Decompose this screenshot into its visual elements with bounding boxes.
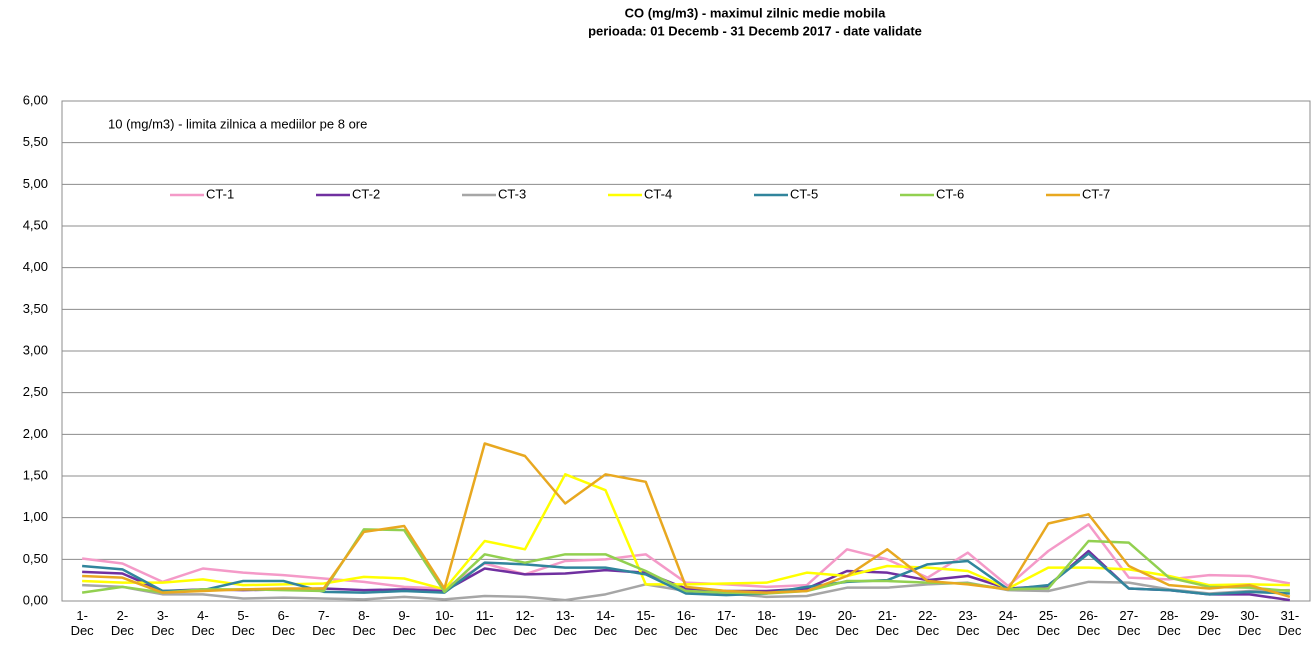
y-tick-label: 2,50: [23, 384, 48, 399]
x-tick-label: 23-Dec: [956, 608, 980, 638]
y-tick-label: 1,50: [23, 467, 48, 482]
series-line: [81, 523, 1291, 590]
y-tick-label: 0,50: [23, 551, 48, 566]
x-tick-label: 11-Dec: [473, 608, 497, 638]
legend-label: CT-3: [498, 186, 526, 201]
legend-label: CT-2: [352, 186, 380, 201]
series-line: [82, 442, 1291, 599]
y-tick-label: 3,00: [23, 342, 48, 357]
legend-label: CT-1: [206, 186, 234, 201]
annotation: 10 (mg/m3) - limita zilnica a mediilor p…: [108, 116, 367, 131]
x-tick-label: 8-Dec: [352, 608, 376, 638]
x-tick-label: 3-Dec: [151, 608, 175, 638]
x-tick-label: 12-Dec: [513, 608, 537, 638]
x-tick-label: 4-Dec: [191, 608, 215, 638]
chart-title: CO (mg/m3) - maximul zilnic medie mobila: [625, 5, 887, 20]
x-tick-label: 27-Dec: [1117, 608, 1141, 638]
legend-label: CT-4: [644, 186, 672, 201]
x-tick-label: 13-Dec: [553, 608, 577, 638]
y-tick-label: 3,50: [23, 301, 48, 316]
x-tick-label: 5-Dec: [231, 608, 255, 638]
y-tick-label: 5,50: [23, 134, 48, 149]
y-tick-label: 0,00: [23, 592, 48, 607]
legend-label: CT-6: [936, 186, 964, 201]
y-tick-label: 4,50: [23, 217, 48, 232]
y-tick-label: 6,00: [23, 92, 48, 107]
x-tick-label: 15-Dec: [634, 608, 658, 638]
x-tick-label: 16-Dec: [674, 608, 698, 638]
x-tick-label: 1-Dec: [70, 608, 94, 638]
x-tick-label: 28-Dec: [1157, 608, 1181, 638]
y-tick-label: 2,00: [23, 426, 48, 441]
x-tick-label: 26-Dec: [1077, 608, 1101, 638]
x-tick-label: 20-Dec: [835, 608, 859, 638]
x-tick-label: 18-Dec: [754, 608, 779, 638]
x-tick-label: 25-Dec: [1036, 608, 1060, 638]
x-tick-label: 19-Dec: [795, 608, 819, 638]
legend-label: CT-5: [790, 186, 818, 201]
y-tick-label: 4,00: [23, 259, 48, 274]
x-tick-label: 29-Dec: [1197, 608, 1221, 638]
x-tick-label: 31-Dec: [1278, 608, 1302, 638]
series-line: [82, 552, 1290, 597]
y-tick-label: 5,00: [23, 176, 48, 191]
x-tick-label: 2-Dec: [110, 608, 134, 638]
chart-subtitle: perioada: 01 Decemb - 31 Decemb 2017 - d…: [588, 23, 922, 38]
plot-border: [61, 100, 1311, 602]
x-tick-label: 24-Dec: [996, 608, 1020, 638]
legend-label: CT-7: [1082, 186, 1110, 201]
x-tick-label: 17-Dec: [714, 608, 738, 638]
x-tick-label: 14-Dec: [593, 608, 618, 638]
x-tick-label: 21-Dec: [875, 608, 899, 638]
x-tick-label: 7-Dec: [312, 608, 336, 638]
x-tick-label: 30-Dec: [1238, 608, 1262, 638]
x-tick-label: 9-Dec: [392, 608, 416, 638]
x-tick-label: 22-Dec: [915, 608, 940, 638]
x-tick-label: 6-Dec: [271, 608, 295, 638]
series-line: [81, 528, 1290, 595]
x-tick-label: 10-Dec: [432, 608, 456, 638]
y-tick-label: 1,00: [23, 509, 48, 524]
